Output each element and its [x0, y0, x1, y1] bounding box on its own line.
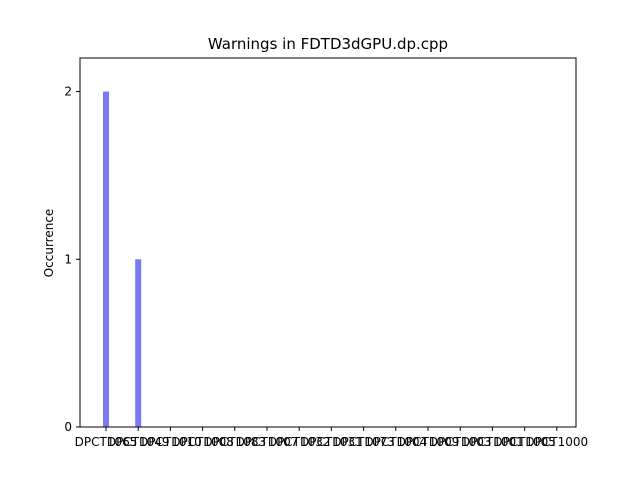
x-tick-label: DPCT1049: [107, 435, 170, 449]
x-tick-label: DPCT1003: [429, 435, 492, 449]
x-tick-label: DPCT1065: [75, 435, 138, 449]
x-tick-label: DPCT1032: [268, 435, 331, 449]
bar: [135, 259, 142, 427]
plot-area: 012DPCT1065DPCT1049DPCT1010DPCT1008DPCT1…: [64, 57, 588, 449]
x-tick-label: DPCT1007: [236, 435, 299, 449]
x-tick-label: DPCT1010: [139, 435, 202, 449]
y-tick-label: 0: [64, 420, 72, 434]
x-tick-label: DPCT1073: [332, 435, 395, 449]
y-tick-label: 2: [64, 85, 72, 99]
x-tick-label: DPCT1004: [364, 435, 427, 449]
x-tick-label: DPCT1083: [203, 435, 266, 449]
x-tick-label: DPCT1000: [525, 435, 588, 449]
axes-frame: [79, 57, 577, 428]
x-tick-label: DPCT1031: [300, 435, 363, 449]
x-tick-label: DPCT1009: [397, 435, 460, 449]
x-tick-label: DPCT1001: [461, 435, 524, 449]
bar: [103, 91, 109, 428]
chart-title: Warnings in FDTD3dGPU.dp.cpp: [208, 35, 448, 53]
x-tick-label: DPCT1008: [171, 435, 234, 449]
y-tick-label: 1: [64, 252, 72, 266]
y-axis-label: Occurrence: [42, 209, 56, 278]
x-tick-label: DPCT1005: [493, 435, 556, 449]
